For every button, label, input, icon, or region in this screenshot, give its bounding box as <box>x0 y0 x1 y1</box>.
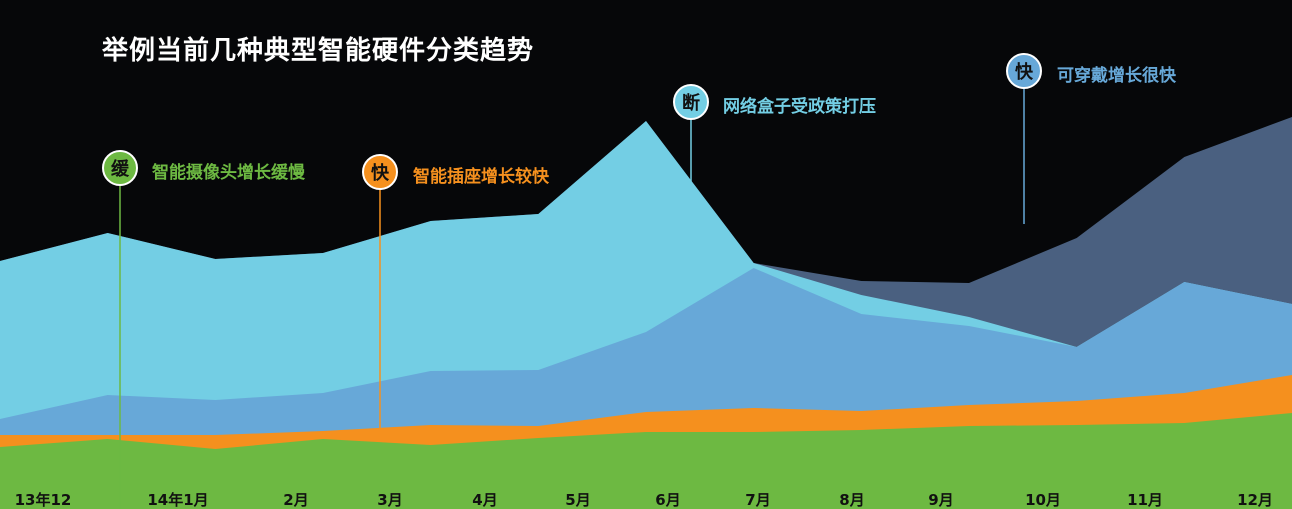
area-series-0 <box>0 413 1292 509</box>
x-tick-label: 4月 <box>472 491 497 509</box>
x-tick-label: 11月 <box>1127 491 1163 509</box>
x-tick-label: 2月 <box>283 491 308 509</box>
badge-cut-icon: 断 <box>673 84 709 120</box>
annotation-wearable: 可穿戴增长很快 <box>1057 66 1176 86</box>
x-tick-label: 7月 <box>745 491 770 509</box>
badge-slow-icon: 缓 <box>102 150 138 186</box>
badge-fast-icon: 快 <box>362 154 398 190</box>
x-tick-label: 14年1月 <box>147 491 208 509</box>
annotation-network-box: 网络盒子受政策打压 <box>723 97 876 117</box>
x-tick-label: 3月 <box>377 491 402 509</box>
annotation-camera: 智能摄像头增长缓慢 <box>152 163 305 183</box>
x-tick-label: 9月 <box>928 491 953 509</box>
annotation-socket: 智能插座增长较快 <box>413 167 549 187</box>
chart-title: 举例当前几种典型智能硬件分类趋势 <box>102 36 535 66</box>
x-tick-label: 10月 <box>1025 491 1061 509</box>
x-tick-label: 8月 <box>839 491 864 509</box>
x-tick-label: 5月 <box>565 491 590 509</box>
x-tick-label: 12月 <box>1237 491 1273 509</box>
badge-fast-icon: 快 <box>1006 53 1042 89</box>
x-tick-label: 6月 <box>655 491 680 509</box>
x-tick-label: 13年12 <box>15 491 72 509</box>
